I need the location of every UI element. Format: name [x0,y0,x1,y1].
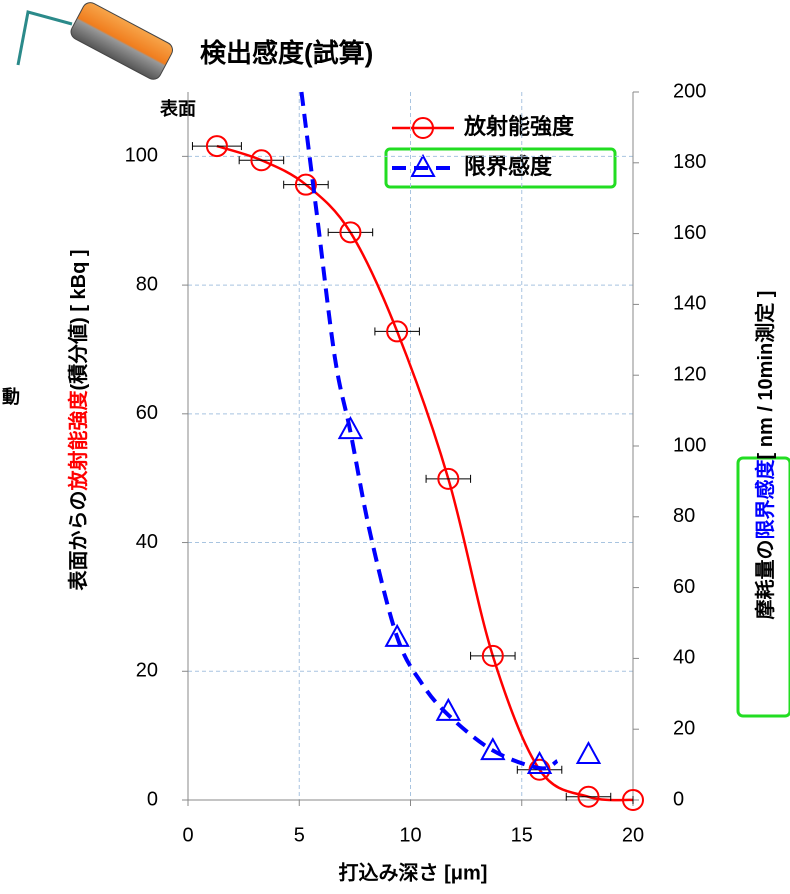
x-tick-label: 15 [511,824,533,846]
error-bar [192,142,241,150]
annotation: 表面 [160,98,196,119]
chart-title: 検出感度(試算) [200,38,373,68]
error-bar [284,181,329,189]
error-bar [328,228,373,236]
label-part: [ nm / 10min測定 ] [753,291,777,460]
y2-tick-label: 120 [673,363,706,385]
icon [18,0,175,82]
label-part: (積分値) [ kBq ] [66,249,90,390]
x-tick-label: 10 [399,824,421,846]
y2-tick-label: 160 [673,222,706,244]
series-line [217,146,633,800]
x-tick-label: 20 [622,824,644,846]
label-part: 表面からの [66,491,90,591]
label-part: 限界感度 [753,458,777,539]
y2-axis-label: 摩耗量の限界感度[ nm / 10min測定 ] [753,291,777,620]
y-tick-label: 60 [136,402,158,424]
side-note: 動 [2,386,20,407]
error-bar [239,156,283,164]
y-tick-label: 20 [136,660,158,682]
y-tick-label: 40 [136,531,158,553]
y2-tick-label: 100 [673,434,706,456]
legend-label: 限界感度 [464,154,553,179]
series-line [301,92,557,768]
label-part: 摩耗量の [753,539,777,619]
y-axis-label: 表面からの放射能強度(積分値) [ kBq ] [66,249,90,590]
y2-tick-label: 0 [673,788,684,810]
marker [578,743,600,763]
y-tick-label: 0 [147,788,158,810]
y2-tick-label: 60 [673,576,695,598]
label-part: 放射能強度 [66,390,90,492]
y-tick-label: 100 [125,145,158,167]
x-tick-label: 0 [182,824,193,846]
x-axis-label: 打込み深さ [μm] [339,860,488,884]
y-tick-label: 80 [136,273,158,295]
y2-tick-label: 20 [673,717,695,739]
chart: 検出感度(試算) 表面 動 打込み深さ [μm] 表面からの放射能強度(積分値)… [0,0,790,894]
y2-tick-label: 40 [673,647,695,669]
y2-tick-label: 140 [673,293,706,315]
legend-label: 放射能強度 [463,114,575,139]
y2-tick-label: 180 [673,151,706,173]
x-tick-label: 5 [294,824,305,846]
y2-tick-label: 80 [673,505,695,527]
y2-tick-label: 200 [673,80,706,102]
